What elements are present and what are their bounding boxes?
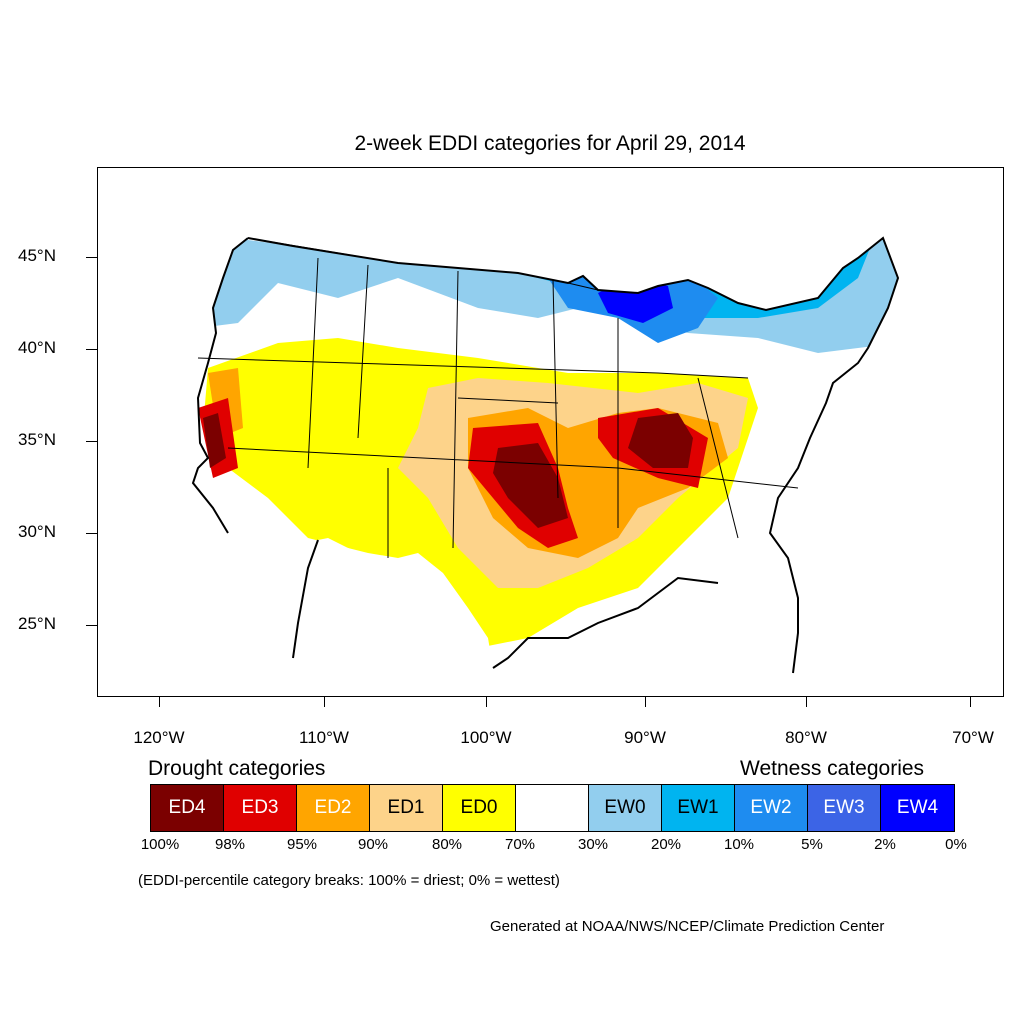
wetness-categories-heading: Wetness categories: [740, 757, 925, 780]
lat-label-35n: 35°N: [18, 430, 56, 449]
legend-label-ew2: EW2: [750, 797, 792, 818]
break-label-2: 2%: [874, 836, 896, 853]
legend-box-ew2: EW2: [735, 785, 808, 831]
lon-label-110w: 110°W: [299, 728, 349, 747]
ed4-region: [203, 413, 693, 528]
legend-label-ed4: ED4: [168, 797, 206, 818]
state-lines: [197, 257, 799, 558]
break-label-100: 100%: [140, 836, 180, 853]
credit-line: Generated at NOAA/NWS/NCEP/Climate Predi…: [490, 918, 885, 935]
break-label-70: 70%: [504, 836, 536, 853]
drought-categories-heading: Drought categories: [148, 757, 326, 780]
lon-label-100w: 100°W: [460, 728, 512, 747]
lon-tick-110w: [324, 697, 325, 707]
break-label-80: 80%: [431, 836, 463, 853]
lat-tick-40n: [86, 349, 97, 350]
break-label-20: 20%: [650, 836, 682, 853]
break-label-30: 30%: [577, 836, 609, 853]
break-label-5: 5%: [801, 836, 823, 853]
legend-box-ed3: ED3: [224, 785, 297, 831]
legend-box-ed4: ED4: [151, 785, 224, 831]
lat-label-30n: 30°N: [18, 522, 56, 541]
lat-label-40n: 40°N: [18, 338, 56, 357]
break-label-10: 10%: [723, 836, 755, 853]
lat-tick-35n: [86, 441, 97, 442]
legend-box-ed1: ED1: [370, 785, 443, 831]
lon-label-80w: 80°W: [785, 728, 827, 747]
lat-tick-45n: [86, 257, 97, 258]
legend-box-ew4: EW4: [881, 785, 954, 831]
lon-label-70w: 70°W: [952, 728, 994, 747]
legend-box-ed2: ED2: [297, 785, 370, 831]
ed3-region: [198, 398, 708, 548]
lon-tick-90w: [645, 697, 646, 707]
legend-label-ew0: EW0: [604, 797, 646, 818]
legend-label-ed2: ED2: [314, 797, 352, 818]
map-frame: [97, 167, 1004, 697]
eddi-map: [98, 168, 1003, 696]
break-label-95: 95%: [286, 836, 318, 853]
ed2-region: [208, 368, 728, 558]
lon-tick-80w: [806, 697, 807, 707]
legend-label-ew3: EW3: [823, 797, 865, 818]
category-break-note: (EDDI-percentile category breaks: 100% =…: [138, 872, 560, 889]
lon-tick-100w: [486, 697, 487, 707]
legend-label-ew4: EW4: [896, 797, 939, 818]
coastline: [191, 236, 900, 674]
lat-label-25n: 25°N: [18, 614, 56, 633]
lon-label-90w: 90°W: [624, 728, 666, 747]
map-title: 2-week EDDI categories for April 29, 201…: [354, 132, 746, 155]
legend-box-ew1: EW1: [662, 785, 735, 831]
lon-label-120w: 120°W: [133, 728, 185, 747]
lon-tick-70w: [970, 697, 971, 707]
legend-label-ed3: ED3: [241, 797, 279, 818]
lon-tick-120w: [159, 697, 160, 707]
legend-label-ew1: EW1: [677, 797, 719, 818]
legend-box-ew0: EW0: [589, 785, 662, 831]
break-label-0: 0%: [945, 836, 967, 853]
legend-box-neutral: [516, 785, 589, 831]
legend-box-ed0: ED0: [443, 785, 516, 831]
break-label-98: 98%: [214, 836, 246, 853]
legend-label-ed1: ED1: [387, 797, 425, 818]
legend-label-ed0: ED0: [460, 797, 498, 818]
lat-tick-25n: [86, 625, 97, 626]
legend-box-ew3: EW3: [808, 785, 881, 831]
legend-color-bar: ED4 ED3 ED2 ED1 ED0 EW0 EW1 EW2 EW3 EW4: [150, 784, 955, 832]
lat-label-45n: 45°N: [18, 246, 56, 265]
break-label-90: 90%: [357, 836, 389, 853]
lat-tick-30n: [86, 533, 97, 534]
